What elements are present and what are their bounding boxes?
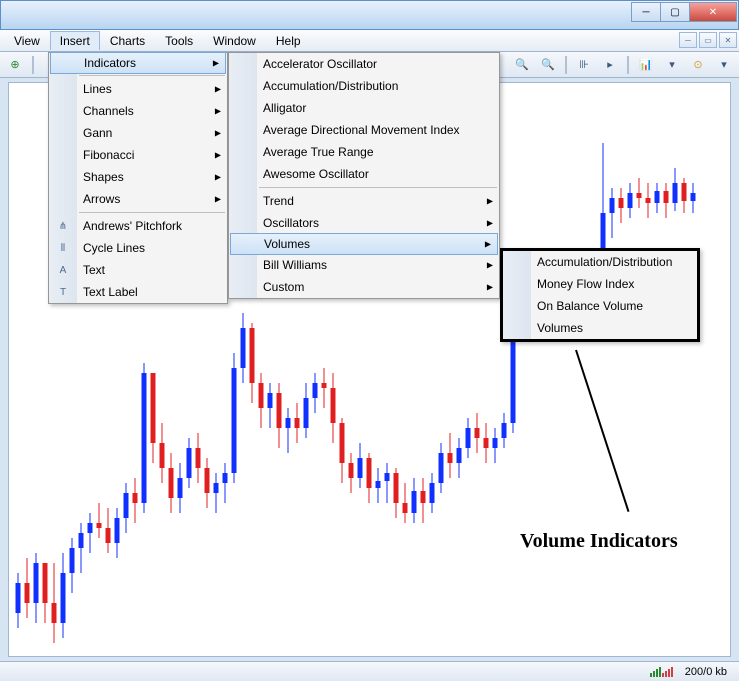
network-status: 200/0 kb bbox=[685, 666, 727, 678]
toolbar-new-chart-icon[interactable]: ⊕ bbox=[4, 55, 26, 75]
volumes-menu-item[interactable]: Money Flow Index bbox=[503, 273, 697, 295]
insert-menu-item[interactable]: TextA bbox=[49, 259, 227, 281]
insert-menu-item[interactable]: Indicators▶ bbox=[50, 52, 226, 74]
insert-menu-item[interactable]: Gann▶ bbox=[49, 122, 227, 144]
indicators-menu-item[interactable]: Alligator bbox=[229, 97, 499, 119]
dropdown-arrow-icon[interactable]: ▾ bbox=[661, 55, 683, 75]
volumes-menu-item[interactable]: Volumes bbox=[503, 317, 697, 339]
zoom-in-icon[interactable]: 🔍 bbox=[511, 55, 533, 75]
menubar: View Insert Charts Tools Window Help ─ ▭… bbox=[0, 30, 739, 52]
connection-bars-icon bbox=[650, 667, 673, 677]
mdi-restore-button[interactable]: ▭ bbox=[699, 32, 717, 48]
insert-menu-item[interactable]: Shapes▶ bbox=[49, 166, 227, 188]
indicators-menu-item[interactable]: Volumes▶ bbox=[230, 233, 498, 255]
dropdown-arrow-icon[interactable]: ▾ bbox=[713, 55, 735, 75]
indicators-menu-item[interactable]: Trend▶ bbox=[229, 190, 499, 212]
indicators-menu-item[interactable]: Average Directional Movement Index bbox=[229, 119, 499, 141]
insert-menu-item[interactable]: Text LabelT bbox=[49, 281, 227, 303]
statusbar: 200/0 kb bbox=[0, 661, 739, 681]
volumes-menu-item[interactable]: Accumulation/Distribution bbox=[503, 251, 697, 273]
insert-dropdown: Indicators▶ Lines▶Channels▶Gann▶Fibonacci… bbox=[48, 52, 228, 304]
menu-window[interactable]: Window bbox=[203, 31, 266, 51]
insert-menu-item[interactable]: Andrews' Pitchfork⋔ bbox=[49, 215, 227, 237]
indicators-menu-item[interactable]: Accumulation/Distribution bbox=[229, 75, 499, 97]
mdi-close-button[interactable]: ✕ bbox=[719, 32, 737, 48]
indicators-icon[interactable]: 📊 bbox=[635, 55, 657, 75]
mdi-minimize-button[interactable]: ─ bbox=[679, 32, 697, 48]
indicators-menu-item[interactable]: Oscillators▶ bbox=[229, 212, 499, 234]
periods-icon[interactable]: ⊙ bbox=[687, 55, 709, 75]
menu-insert[interactable]: Insert bbox=[50, 31, 100, 50]
indicators-menu-item[interactable]: Bill Williams▶ bbox=[229, 254, 499, 276]
insert-menu-item[interactable]: Lines▶ bbox=[49, 78, 227, 100]
indicators-menu-item[interactable]: Custom▶ bbox=[229, 276, 499, 298]
insert-menu-item[interactable]: Cycle Lines⦀ bbox=[49, 237, 227, 259]
minimize-button[interactable]: ─ bbox=[631, 2, 661, 22]
menu-view[interactable]: View bbox=[4, 31, 50, 51]
close-button[interactable]: ✕ bbox=[689, 2, 737, 22]
chart-mode-bars-icon[interactable]: ⊪ bbox=[573, 55, 595, 75]
indicators-menu-item[interactable]: Awesome Oscillator bbox=[229, 163, 499, 185]
indicators-submenu: Accelerator OscillatorAccumulation/Distr… bbox=[228, 52, 500, 299]
maximize-button[interactable]: ▢ bbox=[660, 2, 690, 22]
indicators-menu-item[interactable]: Accelerator Oscillator bbox=[229, 53, 499, 75]
zoom-out-icon[interactable]: 🔍 bbox=[537, 55, 559, 75]
indicators-menu-item[interactable]: Average True Range bbox=[229, 141, 499, 163]
menu-help[interactable]: Help bbox=[266, 31, 311, 51]
annotation-text: Volume Indicators bbox=[520, 530, 678, 553]
insert-menu-item[interactable]: Fibonacci▶ bbox=[49, 144, 227, 166]
volumes-submenu: Accumulation/DistributionMoney Flow Inde… bbox=[500, 248, 700, 342]
titlebar: ─ ▢ ✕ bbox=[0, 0, 739, 30]
chart-shift-icon[interactable]: ▸ bbox=[599, 55, 621, 75]
insert-menu-item[interactable]: Arrows▶ bbox=[49, 188, 227, 210]
menu-charts[interactable]: Charts bbox=[100, 31, 155, 51]
volumes-menu-item[interactable]: On Balance Volume bbox=[503, 295, 697, 317]
insert-menu-item[interactable]: Channels▶ bbox=[49, 100, 227, 122]
menu-tools[interactable]: Tools bbox=[155, 31, 203, 51]
